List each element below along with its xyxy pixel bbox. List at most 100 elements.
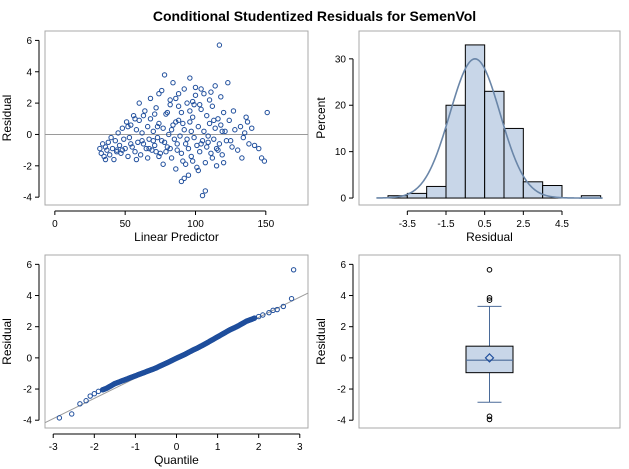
outlier-point [486,297,493,303]
residual-point [163,111,169,117]
residual-point [251,142,258,149]
residual-point [240,134,247,141]
histogram-bar [464,44,486,199]
residual-point [174,141,180,147]
residual-point [239,155,245,161]
residual-point [195,167,201,174]
residual-point [132,116,138,122]
y-axis-label: Residual [0,95,14,142]
residual-point [198,86,204,92]
residual-point [167,101,173,108]
residual-point [220,109,227,116]
residual-point [154,123,161,130]
residual-point [156,91,162,97]
y-tick-label: 4 [26,67,32,78]
residual-point [184,136,190,142]
residual-point [256,145,262,152]
y-tick-label: 0 [340,194,346,205]
x-axis-label: Residual [466,230,513,244]
residual-point [220,159,227,166]
residual-point [133,127,140,133]
residual-point [249,125,255,131]
residual-point [153,105,159,111]
residual-point [106,152,113,158]
residual-point [152,142,158,149]
residual-point [213,145,220,152]
residual-point [156,153,162,160]
residual-point [178,150,185,156]
qq-point [266,309,272,316]
residual-point [175,91,182,97]
residual-point [114,147,120,153]
outlier-point [486,413,493,420]
histogram-bar [503,127,524,199]
residual-point [205,133,211,139]
qq-point [69,411,75,417]
residual-point [99,141,106,147]
residual-point [219,152,225,158]
residual-point [244,119,251,125]
x-tick-label: 0 [52,219,58,230]
x-tick-label: 0 [174,442,180,453]
x-axis-label: Quantile [154,453,199,467]
residual-point [133,156,140,163]
residual-point [261,158,268,164]
plot-frame-0 [44,30,309,206]
mean-marker [484,353,495,363]
residual-point [167,97,173,103]
residual-point [152,111,158,117]
y-axis-label: Residual [0,318,14,365]
residual-point [143,145,149,152]
residual-point [161,139,168,145]
residual-point [112,138,119,144]
residual-point [180,120,186,127]
residual-point [226,117,232,124]
residual-point [212,83,218,89]
y-tick-label: -4 [23,416,32,427]
residual-point [199,138,206,144]
residual-point [175,117,182,124]
qq-point [83,398,89,404]
qq-point [274,306,280,313]
y-tick-label: 10 [335,147,347,158]
residual-point [205,139,211,145]
residual-point [180,158,186,164]
y-tick-label: 2 [340,322,346,333]
residual-point [208,150,214,156]
residual-point [130,112,137,119]
residual-point [199,192,206,199]
y-tick-label: 6 [26,260,32,271]
residual-point [198,141,204,147]
y-tick-label: 4 [340,291,346,302]
residual-point [188,128,194,135]
residual-point [234,147,241,153]
residual-point [153,149,159,155]
residual-point [173,166,179,172]
residual-point [211,117,217,124]
residual-point [144,155,151,161]
interquartile-box [465,345,514,374]
x-tick-label: 3 [297,442,303,453]
y-tick-label: 6 [340,260,346,271]
residual-point [175,103,182,109]
residual-point [232,127,238,133]
residual-point [219,128,225,135]
residual-point [136,100,142,106]
x-axis-label: Linear Predictor [134,230,219,244]
residual-point [182,141,189,147]
x-tick-label: -3 [49,442,58,453]
residual-point [146,145,152,152]
residual-point [161,72,168,78]
residual-point [125,123,131,130]
residual-point [212,125,218,131]
y-tick-label: 4 [26,291,32,302]
x-tick-label: 2 [256,442,262,453]
y-axis-label: Percent [314,97,328,139]
histogram-bar [484,90,505,199]
residual-point [132,149,138,155]
residual-point [181,86,187,92]
residual-point [197,149,203,155]
residual-point [192,84,199,91]
residual-point [237,123,244,130]
x-tick-label: 4.5 [555,219,569,230]
